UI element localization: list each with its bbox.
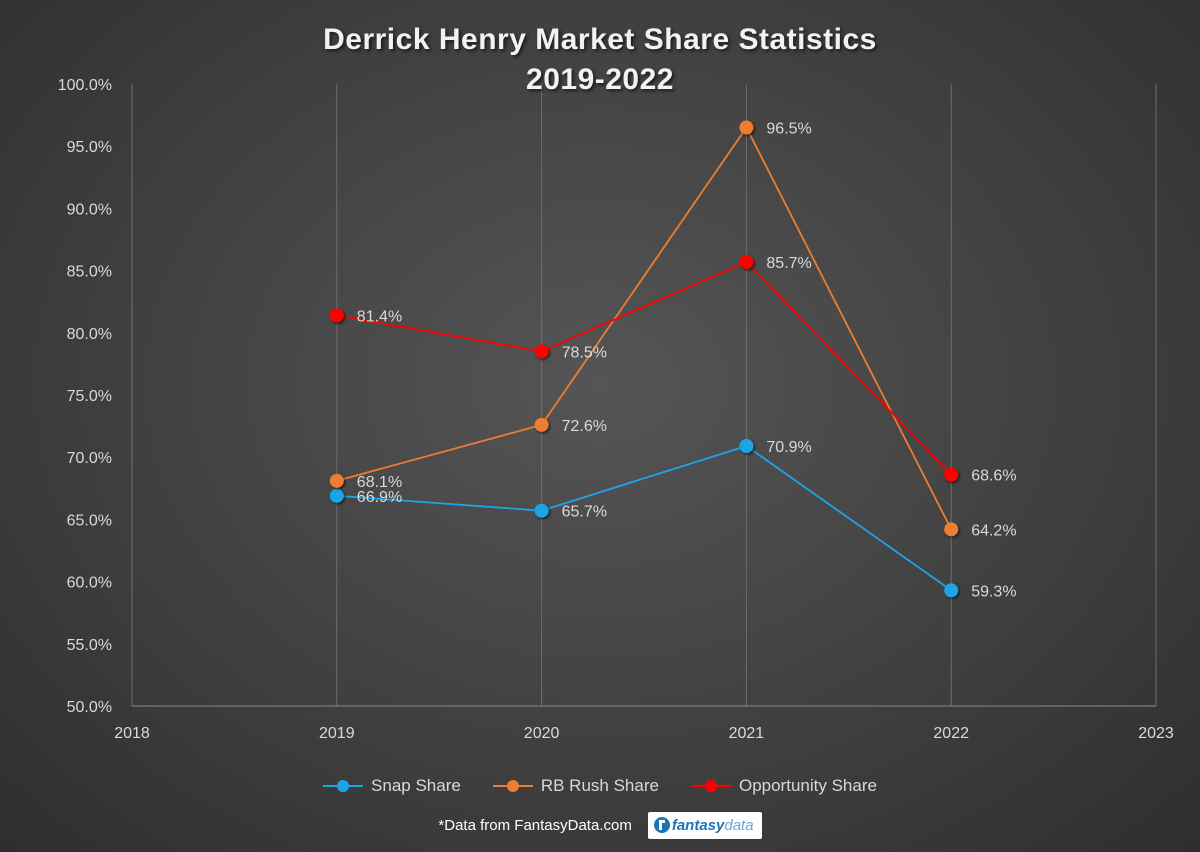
- fantasydata-logo-icon: [653, 817, 670, 833]
- y-tick-label: 75.0%: [67, 388, 112, 405]
- data-point-s1-0: [329, 473, 344, 488]
- data-point-s1-3: [944, 522, 959, 537]
- data-point-s0-1: [534, 503, 549, 518]
- legend-label: Opportunity Share: [738, 776, 877, 795]
- y-tick-label: 65.0%: [67, 512, 112, 529]
- legend-swatch-snap-share: [323, 780, 364, 792]
- logo-text-bold: fantasy: [671, 816, 725, 834]
- chart-title-line2: 2019-2022: [526, 63, 674, 96]
- legend-label: Snap Share: [371, 776, 461, 795]
- data-label-s0-2: 70.9%: [766, 439, 811, 456]
- y-tick-label: 50.0%: [67, 699, 112, 716]
- data-label-s2-1: 78.5%: [562, 344, 607, 361]
- y-tick-label: 90.0%: [67, 201, 112, 218]
- data-label-s2-3: 68.6%: [971, 468, 1016, 485]
- x-tick-label: 2023: [1138, 725, 1174, 742]
- legend-label: RB Rush Share: [540, 776, 659, 795]
- x-tick-label: 2018: [114, 725, 150, 742]
- fantasydata-logo-text: fantasydata: [672, 817, 754, 834]
- legend: Snap Share RB Rush Share Opportunity Sha…: [0, 776, 1200, 796]
- data-point-s0-2: [739, 439, 754, 454]
- legend-marker: [704, 780, 717, 792]
- chart-title-line1: Derrick Henry Market Share Statistics: [323, 23, 877, 56]
- series-line-0: [336, 445, 952, 592]
- source-note: *Data from FantasyData.com: [438, 817, 632, 834]
- y-tick-label: 85.0%: [67, 264, 112, 281]
- series-line-2: [336, 260, 952, 476]
- data-label-s0-0: 66.9%: [357, 489, 402, 506]
- data-point-s0-3: [944, 583, 959, 598]
- y-tick-label: 100.0%: [58, 77, 112, 94]
- data-label-s1-0: 68.1%: [357, 474, 402, 491]
- x-tick-label: 2022: [933, 725, 969, 742]
- chart-title: Derrick Henry Market Share Statistics 20…: [0, 20, 1200, 100]
- legend-item-rb-rush-share: RB Rush Share: [492, 776, 659, 796]
- legend-marker: [506, 780, 519, 792]
- logo-text-light: data: [724, 816, 754, 834]
- x-tick-label: 2021: [729, 725, 765, 742]
- data-point-s0-0: [329, 488, 344, 503]
- data-label-s1-3: 64.2%: [971, 522, 1016, 539]
- data-label-s0-1: 65.7%: [562, 504, 607, 521]
- legend-item-snap-share: Snap Share: [323, 776, 461, 796]
- data-label-s2-0: 81.4%: [357, 308, 402, 325]
- data-label-s1-1: 72.6%: [562, 418, 607, 435]
- data-point-s1-2: [739, 120, 754, 135]
- x-tick-label: 2019: [319, 725, 355, 742]
- data-point-s2-1: [534, 344, 549, 359]
- y-tick-label: 55.0%: [67, 637, 112, 654]
- y-tick-label: 80.0%: [67, 326, 112, 343]
- data-point-s2-2: [739, 254, 754, 269]
- legend-swatch-opportunity-share: [690, 780, 731, 792]
- y-tick-label: 95.0%: [67, 139, 112, 156]
- footer: *Data from FantasyData.com fantasydata: [0, 812, 1200, 839]
- data-point-s1-1: [534, 417, 549, 432]
- legend-item-opportunity-share: Opportunity Share: [690, 776, 877, 796]
- series-line-1: [336, 125, 953, 530]
- y-tick-label: 60.0%: [67, 575, 112, 592]
- legend-swatch-rb-rush-share: [492, 780, 533, 792]
- data-point-s2-3: [944, 467, 959, 482]
- legend-marker: [337, 780, 350, 792]
- data-label-s2-2: 85.7%: [766, 255, 811, 272]
- data-label-s1-2: 96.5%: [766, 121, 811, 138]
- fantasydata-logo: fantasydata: [647, 812, 762, 839]
- y-tick-label: 70.0%: [67, 450, 112, 467]
- data-label-s0-3: 59.3%: [971, 583, 1016, 600]
- data-point-s2-0: [329, 308, 344, 323]
- x-tick-label: 2020: [524, 725, 560, 742]
